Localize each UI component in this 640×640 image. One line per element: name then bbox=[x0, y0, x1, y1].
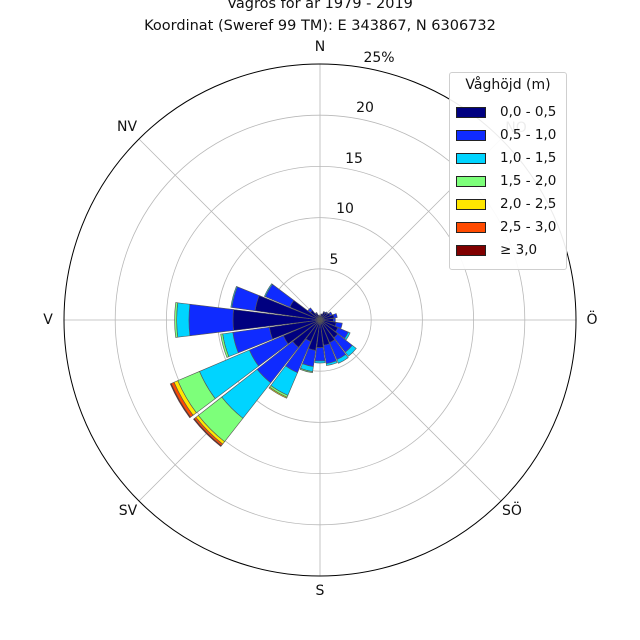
rose-segment bbox=[230, 286, 238, 308]
rose-segment bbox=[317, 314, 321, 321]
legend-item: 0,0 - 0,5 bbox=[456, 102, 556, 122]
radial-tick-20: 20 bbox=[356, 100, 374, 116]
direction-label-so: SÖ bbox=[502, 503, 522, 519]
legend-title: Våghöjd (m) bbox=[465, 77, 551, 93]
radial-tick-5: 5 bbox=[329, 252, 339, 268]
rose-segment bbox=[325, 360, 338, 366]
direction-label-sv: SV bbox=[118, 503, 138, 519]
legend-item: 0,5 - 1,0 bbox=[456, 125, 556, 145]
rose-segment bbox=[344, 344, 357, 357]
legend-item: 2,0 - 2,5 bbox=[456, 194, 556, 214]
rose-segment bbox=[314, 347, 326, 362]
legend-item: ≥ 3,0 bbox=[456, 240, 537, 260]
legend-label: 0,5 - 1,0 bbox=[500, 127, 557, 143]
direction-label-s: S bbox=[315, 583, 325, 599]
legend-item: 1,0 - 1,5 bbox=[456, 148, 556, 168]
legend-swatch bbox=[456, 244, 486, 256]
polar-grid bbox=[64, 64, 576, 576]
direction-label-v: V bbox=[43, 312, 53, 328]
rose-segment bbox=[344, 331, 351, 341]
rose-segment bbox=[176, 302, 191, 338]
radial-tick-25: 25% bbox=[363, 50, 395, 66]
outer-circle bbox=[63, 63, 577, 577]
rose-segment bbox=[334, 321, 343, 329]
legend-swatch bbox=[456, 129, 486, 141]
legend-swatch bbox=[456, 198, 486, 210]
rose-segment bbox=[332, 313, 338, 319]
legend-swatch bbox=[456, 175, 486, 187]
direction-label-o: Ö bbox=[586, 312, 598, 328]
legend-swatch bbox=[456, 152, 486, 164]
rose-segment bbox=[268, 386, 288, 399]
legend-label: 2,0 - 2,5 bbox=[500, 196, 557, 212]
legend-label: 1,0 - 1,5 bbox=[500, 150, 557, 166]
radial-tick-15: 15 bbox=[345, 151, 363, 167]
rose-segment bbox=[188, 303, 234, 337]
rose-segment bbox=[299, 368, 313, 374]
legend-label: 2,5 - 3,0 bbox=[500, 219, 557, 235]
rose-segment bbox=[174, 302, 179, 338]
direction-label-nv: NV bbox=[116, 119, 138, 135]
legend-item: 2,5 - 3,0 bbox=[456, 217, 556, 237]
rose-segment bbox=[332, 317, 336, 323]
direction-label-n: N bbox=[314, 39, 326, 55]
rose-segment bbox=[220, 333, 230, 358]
legend-label: ≥ 3,0 bbox=[500, 242, 538, 258]
rose-segment bbox=[307, 307, 313, 313]
legend-label: 0,0 - 0,5 bbox=[500, 104, 557, 120]
rose-segment bbox=[169, 383, 192, 419]
legend-swatch bbox=[456, 106, 486, 118]
rose-bars bbox=[169, 283, 357, 447]
legend: Våghöjd (m) 0,0 - 0,5 0,5 - 1,0 1,0 - 1,… bbox=[449, 72, 567, 270]
rose-segment bbox=[193, 418, 222, 447]
legend-item: 1,5 - 2,0 bbox=[456, 171, 556, 191]
legend-swatch bbox=[456, 221, 486, 233]
chart-title: Vågros för år 1979 - 2019 bbox=[227, 0, 413, 12]
rose-segment bbox=[264, 283, 273, 298]
rose-segment bbox=[336, 353, 349, 364]
grid-spoke bbox=[138, 138, 321, 321]
rose-segment bbox=[314, 360, 326, 364]
radial-tick-10: 10 bbox=[336, 201, 354, 217]
legend-label: 1,5 - 2,0 bbox=[500, 173, 557, 189]
chart-subtitle: Koordinat (Sweref 99 TM): E 343867, N 63… bbox=[144, 18, 496, 34]
rose-segment bbox=[314, 312, 318, 315]
